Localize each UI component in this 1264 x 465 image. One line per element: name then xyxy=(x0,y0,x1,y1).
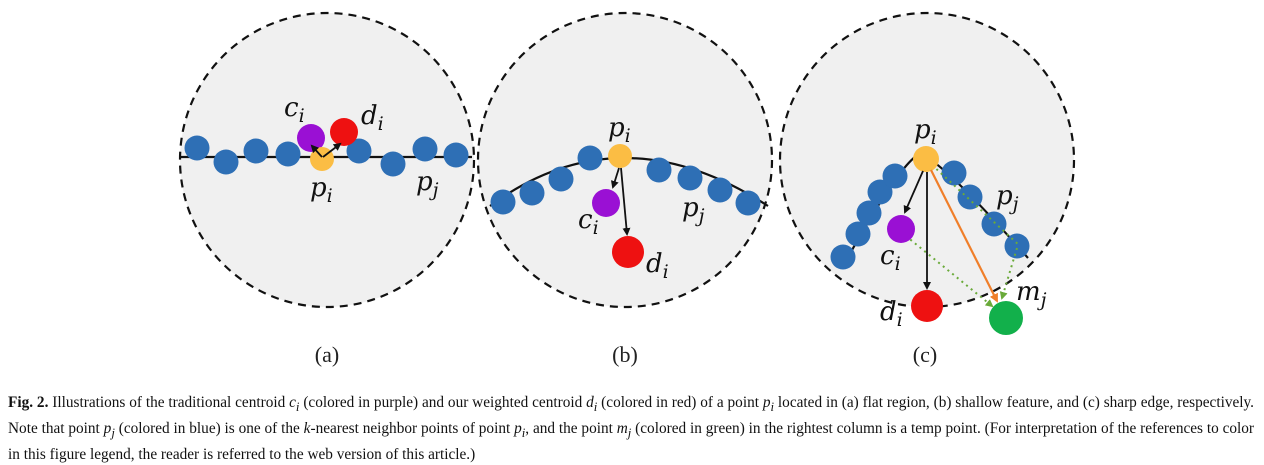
label-ci: ci xyxy=(880,241,901,275)
neighbor-points-pj xyxy=(490,145,761,216)
arrow-pi-to-mj xyxy=(930,169,998,303)
query-point-pi xyxy=(608,144,632,168)
label-pi: pi xyxy=(914,115,937,149)
centroid-ci xyxy=(592,189,620,217)
neighbor-points-pj xyxy=(830,160,1030,270)
label-pj: pj xyxy=(996,181,1019,215)
panel-a-flat-region: ci di pi pj (a) xyxy=(178,11,476,367)
arrow-pi-to-di xyxy=(620,167,631,236)
panel-label-a: (a) xyxy=(315,342,339,367)
dotted-line-to-mj xyxy=(931,164,1021,247)
label-pj: pj xyxy=(416,167,439,201)
arrow-pi-to-ci xyxy=(610,167,620,189)
weighted-centroid-di xyxy=(911,290,943,322)
label-ci: ci xyxy=(578,205,599,239)
label-pj: pj xyxy=(682,193,705,227)
dotted-line-to-mj xyxy=(900,231,994,308)
panel-label-c: (c) xyxy=(913,342,937,367)
arrow-pi-to-di xyxy=(322,142,342,158)
label-mj: mj xyxy=(1016,277,1047,311)
panel-label-b: (b) xyxy=(612,342,638,367)
label-di: di xyxy=(361,101,384,135)
temp-point-mj xyxy=(989,301,1023,335)
figure-illustration: ci di pi pj (a) pi ci pj di (b) xyxy=(178,11,1076,367)
label-ci: ci xyxy=(284,93,305,127)
label-pi: pi xyxy=(608,113,631,147)
label-di: di xyxy=(646,249,669,283)
query-point-pi xyxy=(913,146,939,172)
label-pi: pi xyxy=(310,173,333,207)
neighbor-points-pj xyxy=(184,135,469,177)
arrow-pi-to-ci xyxy=(310,144,323,158)
label-di: di xyxy=(880,297,903,331)
arrow-pi-to-ci xyxy=(903,170,924,214)
weighted-centroid-di xyxy=(330,118,358,146)
figure-caption: Fig. 2. Illustrations of the traditional… xyxy=(8,394,1255,464)
weighted-centroid-di xyxy=(612,236,644,268)
panel-c-sharp-edge: pi pj ci di mj (c) xyxy=(778,11,1076,367)
centroid-ci xyxy=(887,215,915,243)
figure-label: Fig. 2. xyxy=(8,394,49,411)
dotted-line-to-mj xyxy=(999,247,1018,300)
panel-b-shallow-feature: pi ci pj di (b) xyxy=(476,11,774,367)
